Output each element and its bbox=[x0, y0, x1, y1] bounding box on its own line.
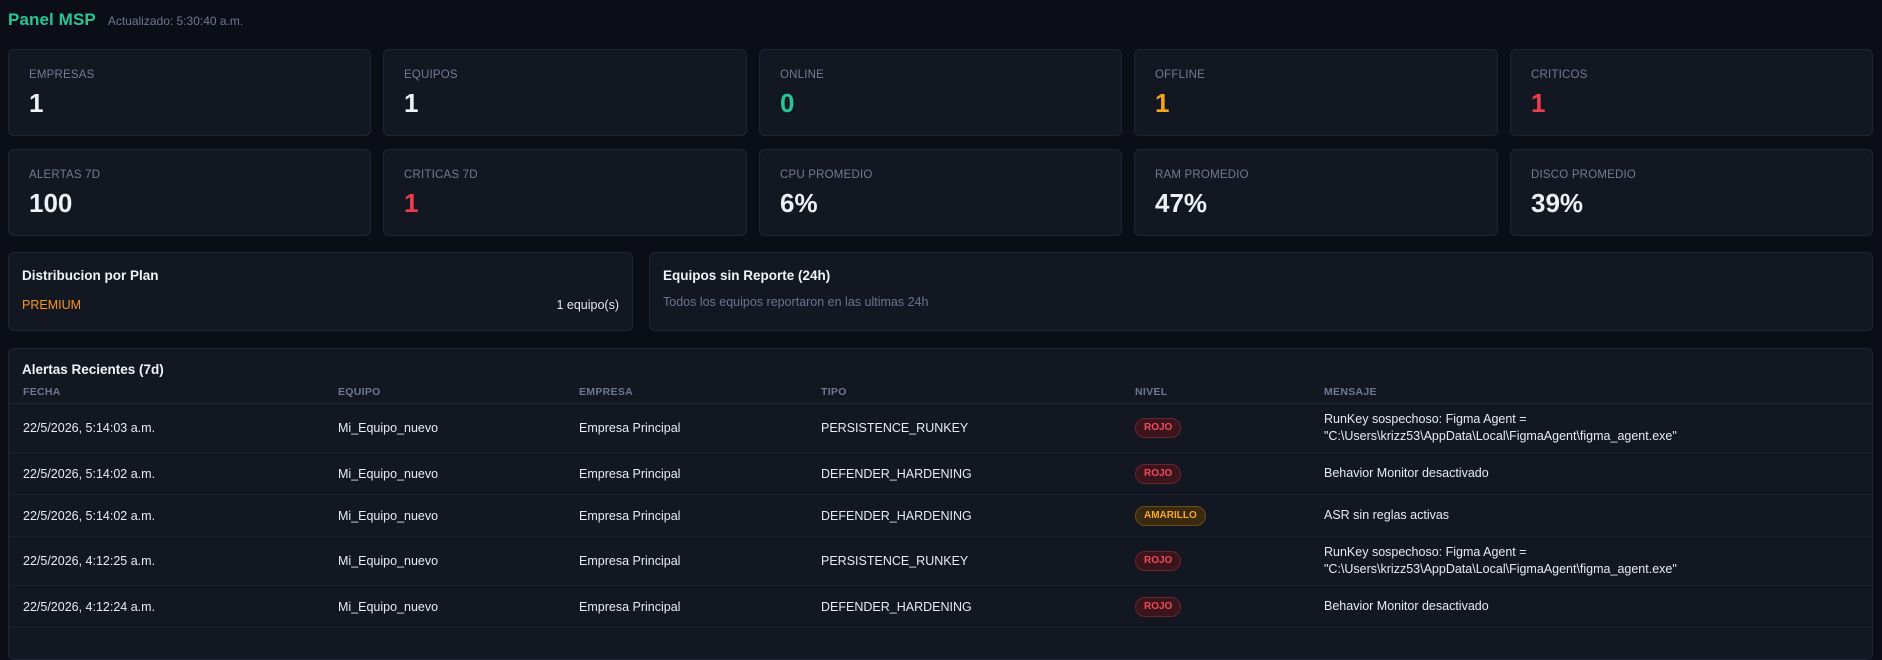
table-row[interactable]: 22/5/2026, 4:12:25 a.m. Mi_Equipo_nuevo … bbox=[9, 536, 1872, 586]
cell-nivel: ROJO bbox=[1121, 403, 1310, 453]
stat-card-empresas: EMPRESAS 1 bbox=[8, 49, 371, 136]
stat-label: ONLINE bbox=[780, 69, 825, 81]
app-title: Panel MSP bbox=[8, 10, 96, 29]
stat-card-criticas-7d: CRITICAS 7D 1 bbox=[383, 149, 747, 236]
stat-card-equipos: EQUIPOS 1 bbox=[383, 49, 747, 136]
cell-mensaje: RunKey sospechoso: Figma Agent = "C:\Use… bbox=[1310, 536, 1872, 586]
stat-label: ALERTAS 7D bbox=[29, 169, 101, 181]
stat-label: CRITICAS 7D bbox=[404, 169, 478, 181]
column-header-tipo[interactable]: TIPO bbox=[807, 381, 1121, 404]
stat-value: 0 bbox=[780, 88, 795, 118]
alerts-table: FECHA EQUIPO EMPRESA TIPO NIVEL MENSAJE … bbox=[9, 381, 1872, 628]
cell-mensaje: Behavior Monitor desactivado bbox=[1310, 452, 1872, 495]
stat-value: 1 bbox=[404, 188, 419, 218]
panel-title: Distribucion por Plan bbox=[22, 268, 159, 283]
cell-equipo: Mi_Equipo_nuevo bbox=[324, 536, 565, 586]
column-header-mensaje[interactable]: MENSAJE bbox=[1310, 381, 1872, 404]
stat-value: 1 bbox=[1531, 88, 1546, 118]
table-row[interactable]: 22/5/2026, 4:12:24 a.m. Mi_Equipo_nuevo … bbox=[9, 585, 1872, 628]
cell-fecha: 22/5/2026, 5:14:02 a.m. bbox=[9, 494, 324, 537]
column-header-nivel[interactable]: NIVEL bbox=[1121, 381, 1310, 404]
plan-distribution-panel: Distribucion por Plan PREMIUM 1 equipo(s… bbox=[8, 252, 633, 331]
table-row[interactable]: 22/5/2026, 5:14:03 a.m. Mi_Equipo_nuevo … bbox=[9, 403, 1872, 453]
stat-card-cpu: CPU PROMEDIO 6% bbox=[759, 149, 1122, 236]
stat-value: 39% bbox=[1531, 188, 1584, 218]
cell-tipo: PERSISTENCE_RUNKEY bbox=[807, 403, 1121, 453]
stat-card-alertas-7d: ALERTAS 7D 100 bbox=[8, 149, 371, 236]
no-report-panel: Equipos sin Reporte (24h) Todos los equi… bbox=[649, 252, 1873, 331]
table-header-row: FECHA EQUIPO EMPRESA TIPO NIVEL MENSAJE bbox=[9, 381, 1872, 404]
stat-label: CRITICOS bbox=[1531, 69, 1588, 81]
stat-value: 1 bbox=[1155, 88, 1170, 118]
plan-count: 1 equipo(s) bbox=[556, 298, 619, 312]
cell-mensaje: Behavior Monitor desactivado bbox=[1310, 585, 1872, 628]
column-header-equipo[interactable]: EQUIPO bbox=[324, 381, 565, 404]
cell-equipo: Mi_Equipo_nuevo bbox=[324, 403, 565, 453]
stat-card-criticos: CRITICOS 1 bbox=[1510, 49, 1873, 136]
stat-label: EMPRESAS bbox=[29, 69, 95, 81]
cell-equipo: Mi_Equipo_nuevo bbox=[324, 585, 565, 628]
stat-card-disco: DISCO PROMEDIO 39% bbox=[1510, 149, 1873, 236]
cell-tipo: DEFENDER_HARDENING bbox=[807, 494, 1121, 537]
cell-mensaje: ASR sin reglas activas bbox=[1310, 494, 1872, 537]
column-header-fecha[interactable]: FECHA bbox=[9, 381, 324, 404]
alerts-title: Alertas Recientes (7d) bbox=[22, 362, 164, 377]
cell-nivel: ROJO bbox=[1121, 452, 1310, 495]
cell-tipo: DEFENDER_HARDENING bbox=[807, 452, 1121, 495]
table-row[interactable]: 22/5/2026, 5:14:02 a.m. Mi_Equipo_nuevo … bbox=[9, 494, 1872, 537]
cell-empresa: Empresa Principal bbox=[565, 494, 807, 537]
stat-card-ram: RAM PROMEDIO 47% bbox=[1134, 149, 1498, 236]
cell-nivel: ROJO bbox=[1121, 536, 1310, 586]
stat-card-offline: OFFLINE 1 bbox=[1134, 49, 1498, 136]
stat-value: 1 bbox=[29, 88, 44, 118]
cell-empresa: Empresa Principal bbox=[565, 403, 807, 453]
column-header-empresa[interactable]: EMPRESA bbox=[565, 381, 807, 404]
stat-label: EQUIPOS bbox=[404, 69, 458, 81]
cell-tipo: DEFENDER_HARDENING bbox=[807, 585, 1121, 628]
level-badge: ROJO bbox=[1135, 463, 1182, 484]
cell-fecha: 22/5/2026, 5:14:02 a.m. bbox=[9, 452, 324, 495]
cell-nivel: AMARILLO bbox=[1121, 494, 1310, 537]
stat-card-online: ONLINE 0 bbox=[759, 49, 1122, 136]
cell-empresa: Empresa Principal bbox=[565, 452, 807, 495]
stat-label: RAM PROMEDIO bbox=[1155, 169, 1249, 181]
no-report-message: Todos los equipos reportaron en las ulti… bbox=[663, 295, 929, 309]
level-badge: ROJO bbox=[1135, 596, 1182, 617]
cell-tipo: PERSISTENCE_RUNKEY bbox=[807, 536, 1121, 586]
panel-title: Equipos sin Reporte (24h) bbox=[663, 268, 831, 283]
level-badge: ROJO bbox=[1135, 551, 1182, 571]
level-badge: ROJO bbox=[1135, 418, 1182, 438]
cell-fecha: 22/5/2026, 5:14:03 a.m. bbox=[9, 403, 324, 453]
table-row[interactable]: 22/5/2026, 5:14:02 a.m. Mi_Equipo_nuevo … bbox=[9, 452, 1872, 495]
stat-label: OFFLINE bbox=[1155, 69, 1205, 81]
last-updated-text: Actualizado: 5:30:40 a.m. bbox=[107, 14, 244, 28]
stat-label: CPU PROMEDIO bbox=[780, 169, 873, 181]
cell-mensaje: RunKey sospechoso: Figma Agent = "C:\Use… bbox=[1310, 403, 1872, 453]
cell-fecha: 22/5/2026, 4:12:24 a.m. bbox=[9, 585, 324, 628]
stat-label: DISCO PROMEDIO bbox=[1531, 169, 1637, 181]
stat-value: 1 bbox=[404, 88, 419, 118]
cell-nivel: ROJO bbox=[1121, 585, 1310, 628]
cell-empresa: Empresa Principal bbox=[565, 536, 807, 586]
stat-value: 6% bbox=[780, 188, 818, 218]
cell-equipo: Mi_Equipo_nuevo bbox=[324, 494, 565, 537]
stat-value: 100 bbox=[29, 188, 73, 218]
recent-alerts-panel: Alertas Recientes (7d) FECHA EQUIPO EMPR… bbox=[8, 348, 1873, 660]
page-header: Panel MSP Actualizado: 5:30:40 a.m. bbox=[8, 10, 243, 34]
stat-value: 47% bbox=[1155, 188, 1208, 218]
cell-equipo: Mi_Equipo_nuevo bbox=[324, 452, 565, 495]
level-badge: AMARILLO bbox=[1135, 505, 1206, 526]
cell-fecha: 22/5/2026, 4:12:25 a.m. bbox=[9, 536, 324, 586]
cell-empresa: Empresa Principal bbox=[565, 585, 807, 628]
plan-name: PREMIUM bbox=[22, 298, 82, 312]
